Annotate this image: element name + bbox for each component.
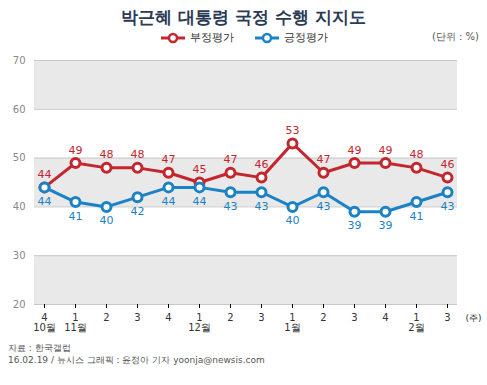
svg-text:41: 41 — [69, 210, 83, 223]
svg-text:12월: 12월 — [408, 312, 424, 333]
svg-text:40: 40 — [100, 214, 114, 227]
svg-text:43: 43 — [441, 200, 455, 213]
svg-text:43: 43 — [255, 200, 269, 213]
svg-text:47: 47 — [317, 153, 331, 166]
svg-text:46: 46 — [441, 158, 455, 171]
svg-text:41: 41 — [410, 210, 424, 223]
svg-text:60: 60 — [13, 104, 26, 115]
svg-text:39: 39 — [348, 219, 362, 232]
svg-text:4: 4 — [165, 312, 171, 323]
svg-text:45: 45 — [193, 163, 207, 176]
svg-text:50: 50 — [13, 152, 26, 163]
svg-text:40: 40 — [13, 201, 26, 212]
svg-text:44: 44 — [162, 195, 176, 208]
svg-text:44: 44 — [38, 168, 52, 181]
svg-text:3: 3 — [258, 312, 264, 323]
svg-text:2: 2 — [103, 312, 109, 323]
svg-text:11월: 11월 — [284, 312, 300, 333]
svg-text:40: 40 — [286, 214, 300, 227]
svg-text:4: 4 — [382, 312, 388, 323]
svg-text:43: 43 — [317, 200, 331, 213]
svg-text:48: 48 — [100, 148, 114, 161]
svg-text:2: 2 — [320, 312, 326, 323]
svg-text:49: 49 — [348, 144, 362, 157]
svg-text:3: 3 — [444, 312, 450, 323]
svg-text:49: 49 — [379, 144, 393, 157]
svg-text:70: 70 — [13, 55, 26, 66]
html-text:(단위 : %): (단위 : %) — [432, 31, 479, 42]
svg-text:3: 3 — [351, 312, 357, 323]
svg-text:42: 42 — [131, 205, 145, 218]
svg-text:44: 44 — [193, 195, 207, 208]
svg-text:46: 46 — [255, 158, 269, 171]
svg-text:(주): (주) — [465, 313, 481, 323]
svg-text:47: 47 — [162, 153, 176, 166]
html-text:긍정평가: 긍정평가 — [283, 31, 328, 44]
svg-text:44: 44 — [38, 195, 52, 208]
svg-text:53: 53 — [286, 124, 300, 137]
svg-text:20: 20 — [13, 299, 26, 310]
svg-text:49: 49 — [69, 144, 83, 157]
svg-text:111월: 111월 — [64, 312, 87, 333]
html-text:박근혜 대통령 국정 수행 지지도: 박근혜 대통령 국정 수행 지지도 — [121, 7, 366, 27]
svg-text:43: 43 — [224, 200, 238, 213]
svg-text:410월: 410월 — [33, 312, 56, 333]
html-text:부정평가: 부정평가 — [189, 31, 234, 44]
html-text:자료 : 한국갤럽: 자료 : 한국갤럽 — [8, 343, 71, 353]
svg-text:47: 47 — [224, 153, 238, 166]
html-text:16.02.19 / 뉴시스 그래픽 : 윤정아 기자 yo: 16.02.19 / 뉴시스 그래픽 : 윤정아 기자 yoonja@newsi… — [8, 355, 265, 365]
svg-text:39: 39 — [379, 219, 393, 232]
svg-text:2: 2 — [227, 312, 233, 323]
svg-text:48: 48 — [131, 148, 145, 161]
svg-text:112월: 112월 — [188, 312, 211, 333]
svg-text:48: 48 — [410, 148, 424, 161]
svg-text:3: 3 — [134, 312, 140, 323]
svg-text:30: 30 — [13, 250, 26, 261]
